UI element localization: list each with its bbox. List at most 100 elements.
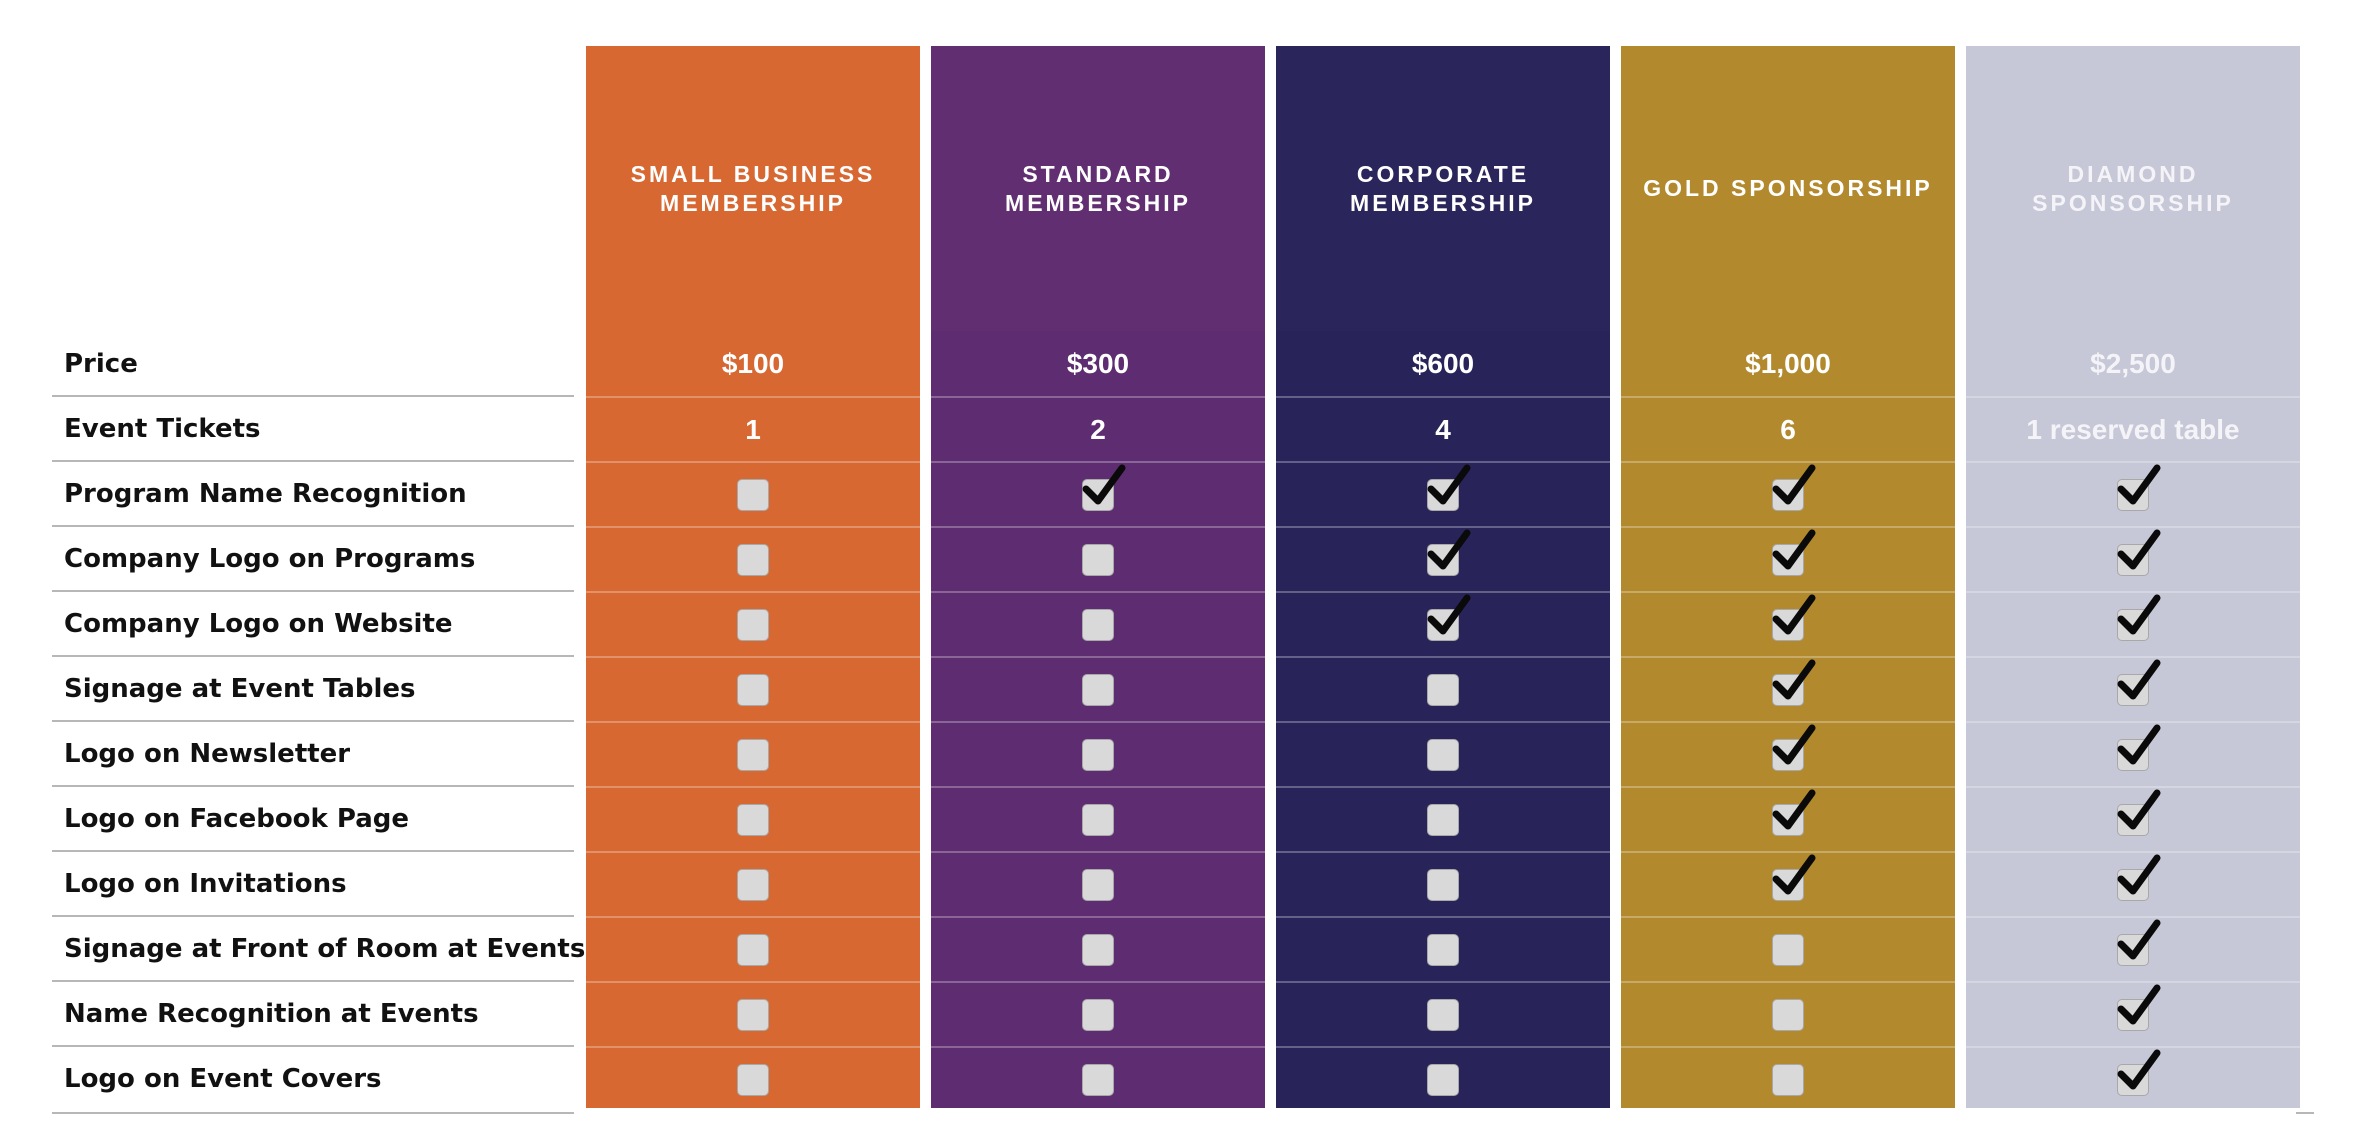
- tier-title: GOLD SPONSORSHIP: [1621, 46, 1955, 331]
- benefit-cell: [586, 786, 920, 851]
- benefit-cell: [1966, 656, 2300, 721]
- checkmark-icon: [1772, 854, 1816, 894]
- checkmark-icon: [2117, 724, 2161, 764]
- row-divider: [52, 850, 574, 852]
- checkbox-checked: [1772, 659, 1816, 706]
- checkbox-checked: [1772, 594, 1816, 641]
- checkbox-unchecked: [1427, 998, 1459, 1031]
- checkmark-icon: [2117, 594, 2161, 634]
- benefit-cell: [1276, 786, 1610, 851]
- checkbox-unchecked: [737, 478, 769, 511]
- tier-column-diamond-sponsorship: DIAMOND SPONSORSHIP $2,500 1 reserved tabl…: [1966, 46, 2300, 1108]
- benefit-cell: [586, 591, 920, 656]
- benefit-cell: [586, 526, 920, 591]
- table-bottom-rule-end: [2296, 1112, 2314, 1114]
- benefit-cell: [1276, 656, 1610, 721]
- benefit-cell: [586, 851, 920, 916]
- checkbox-unchecked: [737, 1063, 769, 1096]
- benefit-cell: [1276, 591, 1610, 656]
- row-label: Name Recognition at Events: [64, 998, 479, 1029]
- benefit-cell: [1276, 916, 1610, 981]
- row-label: Logo on Event Covers: [64, 1063, 382, 1094]
- checkmark-icon: [2117, 854, 2161, 894]
- benefit-cell: [931, 591, 1265, 656]
- benefit-cell: [1621, 656, 1955, 721]
- row-label: Signage at Front of Room at Events: [64, 933, 586, 964]
- checkbox-checked: [2117, 854, 2161, 901]
- checkbox-checked: [2117, 919, 2161, 966]
- benefit-cell: [1276, 526, 1610, 591]
- checkbox-unchecked: [1082, 998, 1114, 1031]
- benefit-cell: [1966, 916, 2300, 981]
- checkbox-unchecked: [1082, 868, 1114, 901]
- benefit-cell: [586, 1046, 920, 1111]
- checkbox-unchecked: [1082, 673, 1114, 706]
- row-divider: [52, 720, 574, 722]
- benefit-cell: [1621, 851, 1955, 916]
- checkbox-checked: [1772, 789, 1816, 836]
- checkbox-checked: [1427, 594, 1471, 641]
- row-label: Logo on Facebook Page: [64, 803, 410, 834]
- checkmark-icon: [2117, 464, 2161, 504]
- tier-title: STANDARD MEMBERSHIP: [931, 46, 1265, 331]
- checkbox-unchecked: [737, 933, 769, 966]
- checkbox-checked: [1772, 464, 1816, 511]
- benefit-cell: [1276, 721, 1610, 786]
- checkbox-unchecked: [1082, 608, 1114, 641]
- checkmark-icon: [2117, 984, 2161, 1024]
- checkbox-checked: [2117, 984, 2161, 1031]
- benefit-cell: [1966, 851, 2300, 916]
- tier-price: $300: [1066, 347, 1130, 379]
- row-divider: [52, 655, 574, 657]
- benefit-cell: [931, 1046, 1265, 1111]
- tier-price: $600: [1411, 347, 1475, 379]
- benefit-cell: [1621, 1046, 1955, 1111]
- checkmark-icon: [1427, 529, 1471, 569]
- checkmark-icon: [1772, 789, 1816, 829]
- checkbox-checked: [1772, 529, 1816, 576]
- checkbox-unchecked: [1082, 543, 1114, 576]
- checkmark-icon: [1082, 464, 1126, 504]
- tier-column-small-business-membership: SMALL BUSINESS MEMBERSHIP $100 1: [586, 46, 920, 1108]
- tier-event-tickets: 1 reserved table: [1966, 396, 2300, 461]
- benefit-cell: [1276, 1046, 1610, 1111]
- benefit-cell: [1276, 981, 1610, 1046]
- table-bottom-rule: [52, 1112, 574, 1114]
- benefit-cell: [586, 916, 920, 981]
- benefit-cell: [1276, 461, 1610, 526]
- checkbox-unchecked: [737, 738, 769, 771]
- benefit-cell: [1621, 916, 1955, 981]
- checkbox-unchecked: [1772, 998, 1804, 1031]
- checkbox-checked: [1772, 854, 1816, 901]
- checkmark-icon: [1772, 464, 1816, 504]
- row-label: Company Logo on Programs: [64, 543, 476, 574]
- benefit-cell: [1621, 461, 1955, 526]
- checkbox-unchecked: [737, 803, 769, 836]
- checkbox-unchecked: [1427, 868, 1459, 901]
- row-label: Price: [64, 348, 138, 379]
- benefit-cell: [1966, 1046, 2300, 1111]
- benefit-cell: [931, 981, 1265, 1046]
- checkbox-unchecked: [1082, 933, 1114, 966]
- row-divider: [52, 525, 574, 527]
- checkbox-checked: [2117, 1049, 2161, 1096]
- benefit-cell: [931, 526, 1265, 591]
- row-label: Logo on Invitations: [64, 868, 347, 899]
- checkbox-checked: [1427, 529, 1471, 576]
- benefit-cell: [1276, 851, 1610, 916]
- checkbox-unchecked: [1427, 803, 1459, 836]
- benefit-cell: [1966, 461, 2300, 526]
- checkbox-unchecked: [737, 868, 769, 901]
- benefit-cell: [931, 721, 1265, 786]
- checkbox-unchecked: [1772, 933, 1804, 966]
- benefit-cell: [1621, 721, 1955, 786]
- checkbox-unchecked: [1427, 933, 1459, 966]
- checkmark-icon: [1427, 594, 1471, 634]
- tier-column-gold-sponsorship: GOLD SPONSORSHIP $1,000 6: [1621, 46, 1955, 1108]
- checkbox-checked: [2117, 529, 2161, 576]
- benefit-cell: [586, 981, 920, 1046]
- benefit-cell: [1621, 591, 1955, 656]
- tier-title: SMALL BUSINESS MEMBERSHIP: [586, 46, 920, 331]
- checkmark-icon: [1772, 659, 1816, 699]
- checkbox-unchecked: [737, 543, 769, 576]
